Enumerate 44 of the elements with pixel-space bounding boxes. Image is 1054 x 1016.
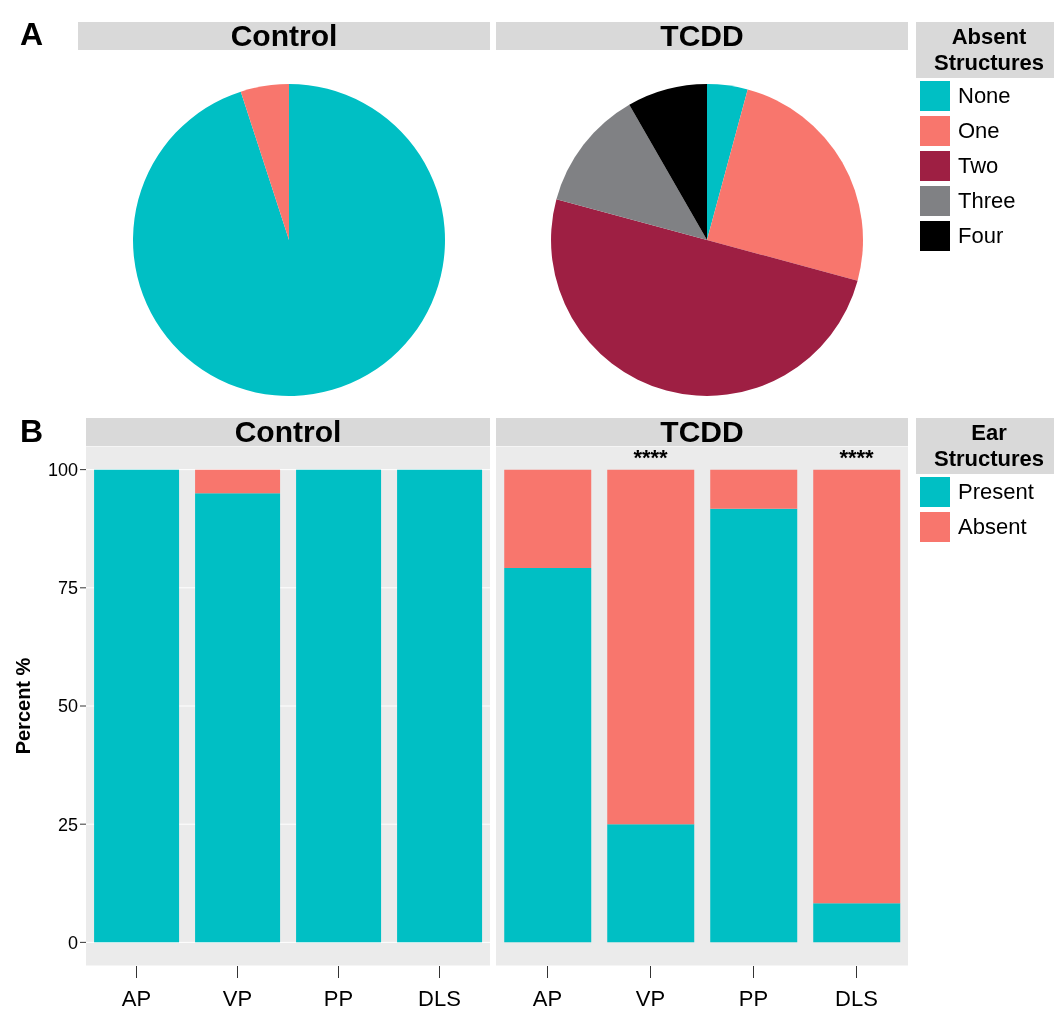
bar bbox=[710, 469, 798, 509]
y-tick-label: 0 bbox=[67, 932, 78, 953]
legend-label: Present bbox=[958, 478, 1034, 505]
bar bbox=[504, 567, 592, 943]
x-tick-label: VP bbox=[222, 985, 253, 1011]
x-tick-label: AP bbox=[121, 985, 152, 1011]
legend-label: Four bbox=[958, 222, 1004, 249]
legend-label: One bbox=[958, 117, 1000, 144]
pie-slice bbox=[133, 84, 445, 396]
pie-slice bbox=[556, 104, 707, 240]
x-tick-label: PP bbox=[323, 985, 354, 1011]
y-tick-label: 75 bbox=[57, 578, 78, 599]
y-tick-label: 100 bbox=[47, 460, 78, 481]
y-tick-label: 25 bbox=[57, 814, 78, 835]
x-tick-label: PP bbox=[738, 985, 769, 1011]
legend-title: Absent Structures bbox=[916, 22, 1054, 78]
bar bbox=[504, 469, 592, 568]
legend-label: Three bbox=[958, 187, 1016, 214]
chart-title: TCDD bbox=[496, 415, 908, 448]
pie-slice bbox=[240, 84, 289, 240]
pie-slice bbox=[629, 84, 707, 240]
bar bbox=[607, 469, 695, 825]
x-tick-label: DLS bbox=[418, 985, 461, 1011]
legend-label: Two bbox=[958, 152, 999, 179]
text: B bbox=[20, 413, 44, 450]
x-tick-label: DLS bbox=[835, 985, 878, 1011]
legend-label: None bbox=[958, 82, 1011, 109]
chart-title: Control bbox=[86, 415, 490, 448]
legend-label: Absent bbox=[958, 513, 1027, 540]
bar bbox=[813, 469, 901, 904]
x-tick-label: VP bbox=[635, 985, 666, 1011]
pie-slice bbox=[551, 199, 858, 396]
x-tick-label: AP bbox=[532, 985, 563, 1011]
bar bbox=[813, 903, 901, 943]
chart-title: Control bbox=[78, 19, 490, 52]
pie-slice bbox=[707, 89, 863, 281]
y-axis-title: Percent % bbox=[12, 657, 34, 755]
y-tick-label: 50 bbox=[57, 696, 78, 717]
bar bbox=[607, 824, 695, 943]
legend-title: Ear Structures bbox=[916, 418, 1054, 474]
bar bbox=[710, 508, 798, 943]
text: A bbox=[20, 16, 44, 53]
pie-slice bbox=[707, 84, 748, 240]
chart-title: TCDD bbox=[496, 19, 908, 52]
